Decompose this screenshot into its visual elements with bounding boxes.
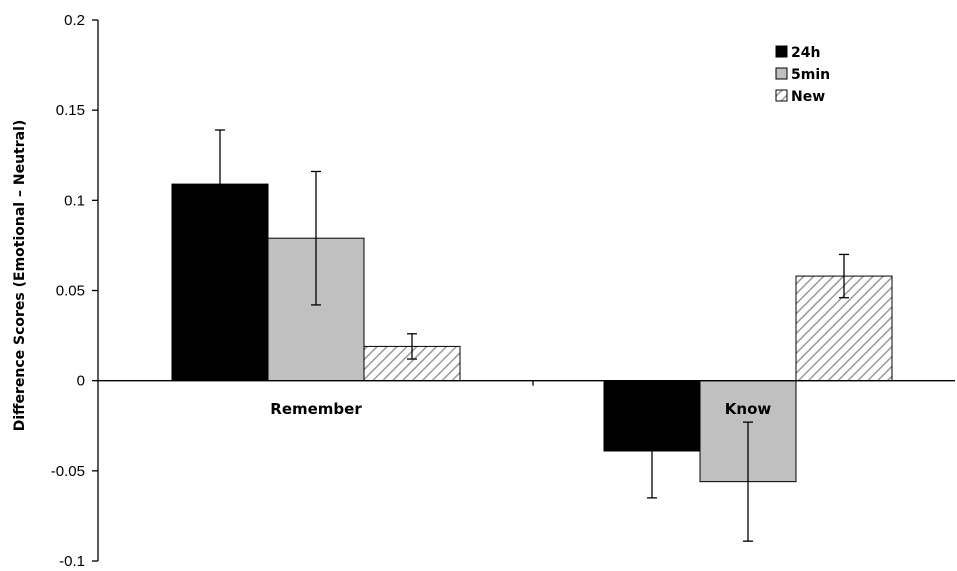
legend-label: 24h [791, 45, 820, 61]
y-tick-label: 0 [77, 373, 85, 390]
y-tick-label: -0.1 [59, 553, 85, 570]
error-bar-new-remember [407, 333, 417, 360]
error-bar-new-know [839, 253, 849, 299]
legend-swatch [775, 45, 788, 58]
category-label-remember: Remember [270, 400, 362, 418]
error-bars [215, 129, 849, 542]
legend-item-new: New [775, 89, 825, 105]
error-bar-24h-remember [215, 129, 225, 239]
labels: 0.2 0.15 0.1 0.05 0 -0.05 -0.1 Remember Know Diff… [12, 12, 771, 570]
legend-item-24h: 24h [775, 45, 820, 61]
legend-swatch [775, 67, 788, 80]
y-tick-label: 0.05 [56, 283, 85, 300]
y-tick-label: 0.1 [64, 192, 85, 209]
y-tick-label: -0.05 [51, 463, 85, 480]
y-axis-title: Difference Scores (Emotional – Neutral) [12, 120, 28, 432]
legend: 24h 5min New [775, 45, 830, 105]
y-tick-label: 0.15 [56, 102, 85, 119]
legend-label: New [791, 89, 825, 105]
axes [92, 19, 955, 562]
error-bar-5min-remember [311, 170, 321, 306]
plot-bars [171, 183, 893, 483]
legend-item-5min: 5min [775, 67, 830, 83]
category-label-know: Know [725, 400, 772, 418]
legend-label: 5min [791, 67, 830, 83]
error-bar-24h-know [647, 403, 657, 499]
y-tick-label: 0.2 [64, 12, 85, 29]
legend-swatch [775, 89, 788, 102]
error-bar-5min-know [743, 421, 753, 542]
